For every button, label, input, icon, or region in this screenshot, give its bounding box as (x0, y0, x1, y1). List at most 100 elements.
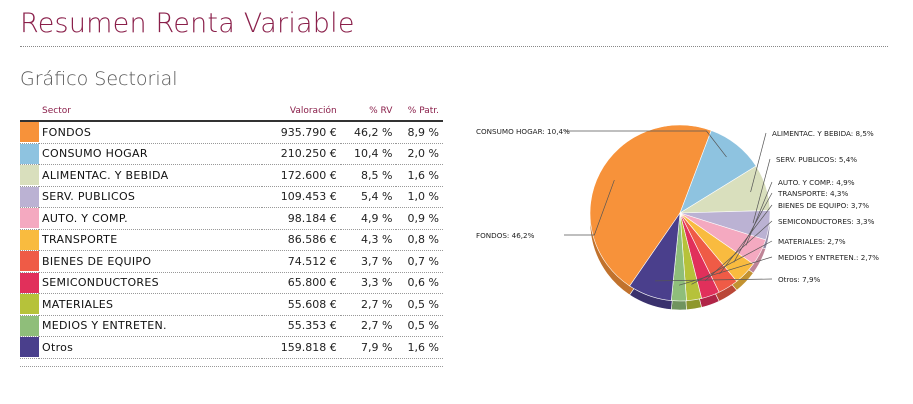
sector-table: Sector Valoración % RV % Patr. FONDOS 935… (20, 104, 443, 359)
table-row: FONDOS 935.790 €46,2 % 8,9 % (20, 121, 443, 144)
valoracion-value: 65.800 € (262, 272, 341, 294)
color-swatch (20, 337, 39, 358)
rv-percent: 4,9 % (340, 207, 397, 230)
pie-leader-line (564, 179, 615, 236)
color-swatch-cell (20, 164, 39, 187)
table-header-row: Sector Valoración % RV % Patr. (20, 104, 443, 122)
sector-pie-chart: FONDOS: 46,2% CONSUMO HOGAR: 10,4% ALIMENT… (476, 124, 879, 310)
patr-percent: 8,9 % (396, 121, 443, 144)
color-swatch-cell (20, 143, 39, 165)
valoracion-value: 935.790 € (262, 121, 341, 144)
pie-leader-line (655, 278, 773, 282)
sector-name: Otros (39, 336, 262, 359)
color-swatch (20, 315, 39, 336)
pie-slice-label: MATERIALES: 2,7% (778, 237, 846, 246)
patr-percent: 0,5 % (396, 315, 443, 337)
patr-percent: 0,5 % (396, 293, 443, 316)
section-subtitle: Gráfico Sectorial (20, 68, 178, 90)
table-row: SEMICONDUCTORES 65.800 €3,3 % 0,6 % (20, 272, 443, 294)
color-swatch (20, 165, 39, 186)
rv-percent: 3,7 % (340, 250, 397, 273)
rv-percent: 10,4 % (340, 143, 397, 165)
pie-slice-label: BIENES DE EQUIPO: 3,7% (778, 201, 869, 210)
pie-leader-line (745, 181, 773, 246)
color-swatch-cell (20, 229, 39, 251)
valoracion-value: 55.353 € (262, 315, 341, 337)
sector-name: CONSUMO HOGAR (39, 143, 262, 165)
table-row: SERV. PUBLICOS 109.453 €5,4 % 1,0 % (20, 186, 443, 208)
pie-slice-label: TRANSPORTE: 4,3% (777, 189, 848, 198)
rv-percent: 5,4 % (340, 186, 397, 208)
rv-percent: 2,7 % (340, 293, 397, 316)
table-row: CONSUMO HOGAR 210.250 €10,4 % 2,0 % (20, 143, 443, 165)
sector-name: ALIMENTAC. Y BEBIDA (39, 164, 262, 187)
col-header-sector: Sector (20, 104, 262, 122)
table-bottom-divider (20, 366, 443, 367)
color-swatch-cell (20, 293, 39, 316)
color-swatch (20, 186, 39, 207)
valoracion-value: 98.184 € (262, 207, 341, 230)
col-header-patr: % Patr. (396, 104, 443, 122)
patr-percent: 0,8 % (396, 229, 443, 251)
color-swatch (20, 251, 39, 272)
color-swatch (20, 272, 39, 293)
pie-slice-label: MEDIOS Y ENTRETEN.: 2,7% (778, 253, 879, 262)
valoracion-value: 159.818 € (262, 336, 341, 359)
pie-slice-label: AUTO. Y COMP.: 4,9% (778, 178, 855, 187)
patr-percent: 1,6 % (396, 336, 443, 359)
page-title: Resumen Renta Variable (20, 8, 355, 39)
pie-leader-line (750, 132, 767, 193)
pie-slice (589, 124, 712, 287)
color-swatch (20, 294, 39, 315)
sector-name: SERV. PUBLICOS (39, 186, 262, 208)
table-row: BIENES DE EQUIPO 74.512 €3,7 % 0,7 % (20, 250, 443, 273)
color-swatch-cell (20, 336, 39, 359)
valoracion-value: 210.250 € (262, 143, 341, 165)
color-swatch-cell (20, 250, 39, 273)
col-header-rv: % RV (340, 104, 397, 122)
sector-name: BIENES DE EQUIPO (39, 250, 262, 273)
sector-name: AUTO. Y COMP. (39, 207, 262, 230)
sector-name: SEMICONDUCTORES (39, 272, 262, 294)
valoracion-value: 55.608 € (262, 293, 341, 316)
patr-percent: 0,6 % (396, 272, 443, 294)
sector-name: FONDOS (39, 121, 262, 144)
col-header-valoracion: Valoración (262, 104, 341, 122)
patr-percent: 1,6 % (396, 164, 443, 187)
pie-leader-line (719, 204, 773, 275)
patr-percent: 1,0 % (396, 186, 443, 208)
pie-leader-line (752, 158, 771, 224)
valoracion-value: 172.600 € (262, 164, 341, 187)
pie-slice-label: SEMICONDUCTORES: 3,3% (778, 217, 875, 226)
table-row: MATERIALES 55.608 €2,7 % 0,5 % (20, 293, 443, 316)
sector-name: TRANSPORTE (39, 229, 262, 251)
pie-slice-label: ALIMENTAC. Y BEBIDA: 8,5% (772, 129, 874, 138)
rv-percent: 8,5 % (340, 164, 397, 187)
table-row: TRANSPORTE 86.586 €4,3 % 0,8 % (20, 229, 443, 251)
sector-name: MATERIALES (39, 293, 262, 316)
pie-leader-line (733, 192, 773, 263)
patr-percent: 0,9 % (396, 207, 443, 230)
table-row: ALIMENTAC. Y BEBIDA 172.600 €8,5 % 1,6 % (20, 164, 443, 187)
pie-slice-label: Otros: 7,9% (778, 275, 821, 284)
table-row: MEDIOS Y ENTRETEN. 55.353 €2,7 % 0,5 % (20, 315, 443, 337)
table-row: Otros 159.818 €7,9 % 1,6 % (20, 336, 443, 359)
pie-slice-label: SERV. PUBLICOS: 5,4% (776, 155, 857, 164)
rv-percent: 46,2 % (340, 121, 397, 144)
color-swatch (20, 122, 39, 143)
rv-percent: 2,7 % (340, 315, 397, 337)
color-swatch (20, 229, 39, 250)
valoracion-value: 74.512 € (262, 250, 341, 273)
valoracion-value: 109.453 € (262, 186, 341, 208)
color-swatch-cell (20, 272, 39, 294)
color-swatch-cell (20, 315, 39, 337)
pie-leader-line (564, 130, 727, 158)
rv-percent: 4,3 % (340, 229, 397, 251)
color-swatch-cell (20, 121, 39, 144)
patr-percent: 2,0 % (396, 143, 443, 165)
color-swatch (20, 208, 39, 229)
color-swatch (20, 143, 39, 164)
rv-percent: 7,9 % (340, 336, 397, 359)
pie-slice (629, 212, 681, 301)
valoracion-value: 86.586 € (262, 229, 341, 251)
